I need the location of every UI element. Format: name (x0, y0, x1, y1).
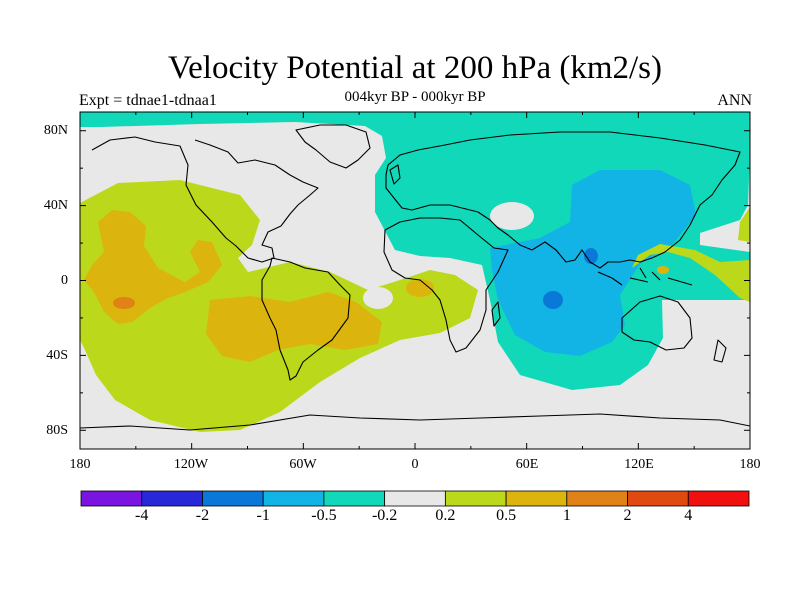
contour-region-pos-0-5 (657, 266, 669, 274)
contour-region-pos-0-2 (738, 207, 750, 242)
south-america-coastline (261, 257, 351, 381)
contour-region-pos-1 (113, 297, 135, 309)
colorbar-swatch (627, 490, 689, 507)
colorbar-swatch (80, 490, 143, 507)
axis-ticks (79, 112, 751, 449)
map-subtitle: 004kyr BP - 000kyr BP (344, 89, 486, 105)
contour-region-neg-1 (584, 248, 598, 264)
greenland-coastline (295, 124, 371, 169)
colorbar-swatch (323, 490, 386, 507)
contour-region-pos-0-5 (206, 292, 382, 362)
colorbar (80, 490, 750, 507)
contour-region-neutral-arabia (490, 202, 534, 230)
contour-region-pos-0-5 (84, 210, 222, 324)
contour-region-pos-0-2 (632, 244, 750, 302)
lon-tick-label: 180 (69, 457, 91, 472)
colorbar-label: 4 (684, 507, 693, 524)
madagascar-coastline (491, 301, 501, 327)
contour-region-neg-1 (543, 291, 563, 309)
lon-tick-label: 120E (624, 457, 654, 472)
contour-region-neutral-atlantic (363, 287, 393, 309)
lat-tick-label: 40S (46, 348, 68, 363)
colorbar-label: 0.2 (435, 507, 456, 524)
lat-tick-label: 40N (43, 198, 68, 213)
colorbar-label: -4 (135, 507, 149, 524)
colorbar-label: -1 (256, 507, 270, 524)
colorbar-swatch (444, 490, 507, 507)
lat-tick-label: 80N (43, 123, 68, 138)
map-title: Velocity Potential at 200 hPa (km2/s) (167, 50, 663, 86)
eurasia-coastline (385, 131, 741, 269)
colorbar-label: -0.2 (371, 507, 398, 524)
lon-tick-label: 0 (411, 457, 419, 472)
africa-coastline (383, 217, 509, 353)
colorbar-label: -2 (195, 507, 210, 524)
colorbar-label: -0.5 (311, 507, 337, 524)
north-america-coastline (91, 136, 319, 263)
season-label: ANN (717, 92, 752, 109)
lon-tick-label: 60E (515, 457, 539, 472)
contour-region-pos-0-5 (406, 279, 434, 297)
maritime-continent-coastline (597, 267, 693, 286)
experiment-label: Expt = tdnae1-tdnaa1 (79, 92, 217, 109)
lat-tick-label: 0 (61, 273, 68, 288)
colorbar-label: 0.5 (496, 507, 517, 524)
british-isles-coastline (389, 164, 401, 185)
antarctica-coastline (80, 413, 750, 431)
lon-tick-label: 60W (289, 457, 317, 472)
colorbar-swatch (505, 490, 568, 507)
colorbar-swatch (202, 490, 264, 507)
lon-tick-label: 180 (739, 457, 761, 472)
coastlines (80, 124, 750, 431)
contour-field (80, 112, 750, 449)
colorbar-label: 1 (562, 507, 571, 524)
lat-tick-label: 80S (46, 423, 68, 438)
australia-coastline (621, 295, 693, 351)
colorbar-swatch (141, 490, 203, 507)
new-zealand-coastline (713, 339, 727, 363)
lon-tick-label: 120W (173, 457, 209, 472)
colorbar-swatch (566, 490, 628, 507)
colorbar-label: 2 (623, 507, 632, 524)
colorbar-swatch (384, 490, 446, 507)
colorbar-swatch (687, 490, 750, 507)
colorbar-swatch (262, 490, 325, 507)
